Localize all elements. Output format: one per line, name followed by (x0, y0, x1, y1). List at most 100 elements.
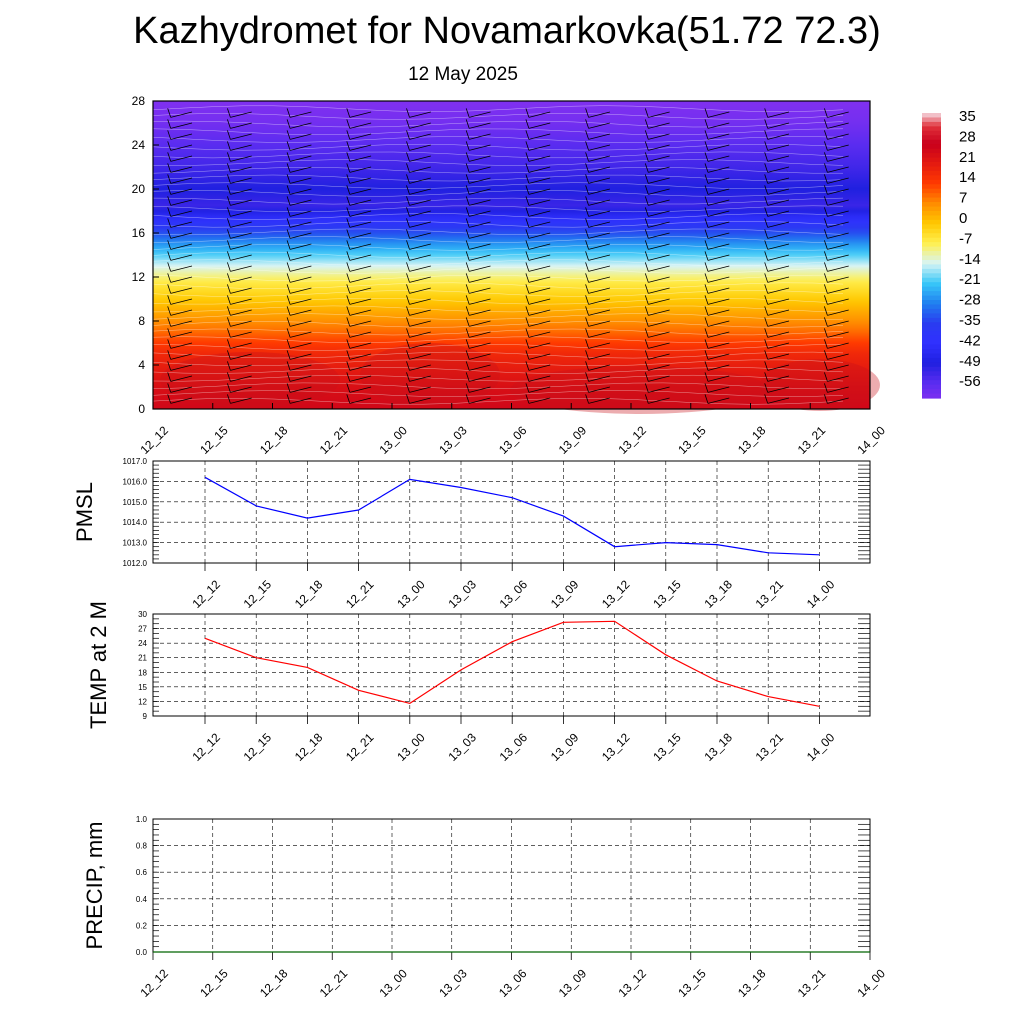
wind-barb (707, 287, 730, 294)
wind-barb-flag (644, 152, 649, 162)
wind-barb-flag (465, 163, 470, 173)
pmsl-panel-series-line (204, 476, 820, 556)
wind-barb (290, 364, 312, 371)
wind-barb (469, 111, 491, 118)
wind-barb (648, 122, 670, 129)
wind-barb-flag (227, 229, 231, 239)
wind-barb-flag (286, 218, 291, 228)
wind-barb-flag (585, 130, 589, 140)
wind-barb (409, 265, 431, 272)
wind-barb (588, 122, 610, 129)
wind-barb (230, 386, 252, 393)
wind-barb-flag (227, 361, 231, 371)
contour-line (152, 197, 844, 205)
contour-line (152, 228, 844, 236)
wind-barb-flag (644, 317, 649, 327)
wind-barb (170, 199, 193, 206)
wind-barb-flag (406, 284, 410, 294)
wind-barb (409, 166, 431, 173)
wind-barb-flag (764, 251, 769, 261)
wind-barb-flag (406, 229, 410, 239)
colorbar-segment (922, 317, 941, 323)
wind-barb (349, 177, 372, 184)
wind-barb (767, 243, 790, 250)
wind-barb-flag (286, 295, 291, 305)
wind-barb-flag (525, 152, 530, 162)
wind-barb-flag (286, 350, 291, 360)
wind-barb (827, 243, 849, 250)
wind-barb (409, 188, 431, 195)
wind-barb-flag (406, 130, 410, 140)
wind-barb-flag (585, 328, 589, 338)
wind-barb-flag (167, 251, 172, 261)
wind-barb (170, 232, 193, 239)
wind-barb (349, 122, 372, 129)
wind-barb (827, 386, 849, 393)
wind-barb (767, 276, 790, 283)
wind-barb (707, 386, 730, 393)
wind-barb-flag (167, 339, 172, 349)
wind-barb-flag (167, 262, 172, 272)
wind-barb-flag (167, 141, 172, 151)
wind-barb-flag (406, 306, 410, 316)
colorbar-segment (922, 344, 941, 350)
wind-barb-flag (167, 163, 172, 173)
wind-barb (827, 133, 849, 140)
wind-barb-flag (227, 130, 231, 140)
wind-barb (290, 276, 312, 283)
wind-barb-flag (465, 262, 470, 272)
wind-barb-flag (644, 306, 649, 316)
wind-barb-flag (644, 273, 649, 283)
wind-barb-flag (465, 372, 470, 382)
wind-barb-flag (167, 317, 172, 327)
wind-barb-flag (644, 141, 649, 151)
wind-barb (528, 144, 551, 151)
colorbar-segment (922, 135, 941, 141)
wind-barb (707, 155, 730, 162)
wind-barb-flag (764, 350, 769, 360)
colorbar-segment (922, 188, 941, 194)
wind-barb (648, 298, 670, 305)
wind-barb (290, 144, 312, 151)
wind-barb (767, 188, 790, 195)
wind-barb-flag (406, 295, 410, 305)
wind-barb (349, 397, 372, 404)
wind-barb (827, 353, 849, 360)
wind-barb-flag (525, 262, 530, 272)
contour-line (152, 151, 844, 159)
wind-barb (290, 243, 312, 250)
wind-barb (469, 331, 491, 338)
colorbar-segment (922, 233, 941, 239)
wind-barb-flag (167, 229, 172, 239)
wind-barb (170, 309, 193, 316)
wind-barb-flag (406, 174, 410, 184)
wind-barb (170, 364, 193, 371)
wind-barb (409, 331, 431, 338)
wind-barb (230, 221, 252, 228)
colorbar-segment (922, 130, 941, 136)
wind-barb-flag (406, 218, 410, 228)
wind-barb-flag (644, 207, 649, 217)
contour-line (152, 297, 844, 305)
wind-barb (707, 221, 730, 228)
wind-barb (469, 155, 491, 162)
wind-barb-flag (644, 383, 649, 393)
wind-barb (230, 320, 252, 327)
wind-barb-flag (764, 218, 769, 228)
wind-barb-flag (585, 372, 589, 382)
wind-barb (230, 298, 252, 305)
wind-barb (827, 298, 849, 305)
wind-barb-flag (346, 262, 351, 272)
wind-barb (409, 298, 431, 305)
wind-barb-flag (585, 185, 589, 195)
wind-barb (349, 320, 372, 327)
wind-barb (588, 331, 610, 338)
wind-barb-flag (585, 350, 589, 360)
wind-barb (290, 199, 312, 206)
wind-barb (469, 397, 491, 404)
wind-barb-flag (824, 141, 828, 151)
contour-line (152, 213, 844, 220)
wind-barb-flag (286, 339, 291, 349)
wind-barb (707, 298, 730, 305)
wind-barb (469, 232, 491, 239)
